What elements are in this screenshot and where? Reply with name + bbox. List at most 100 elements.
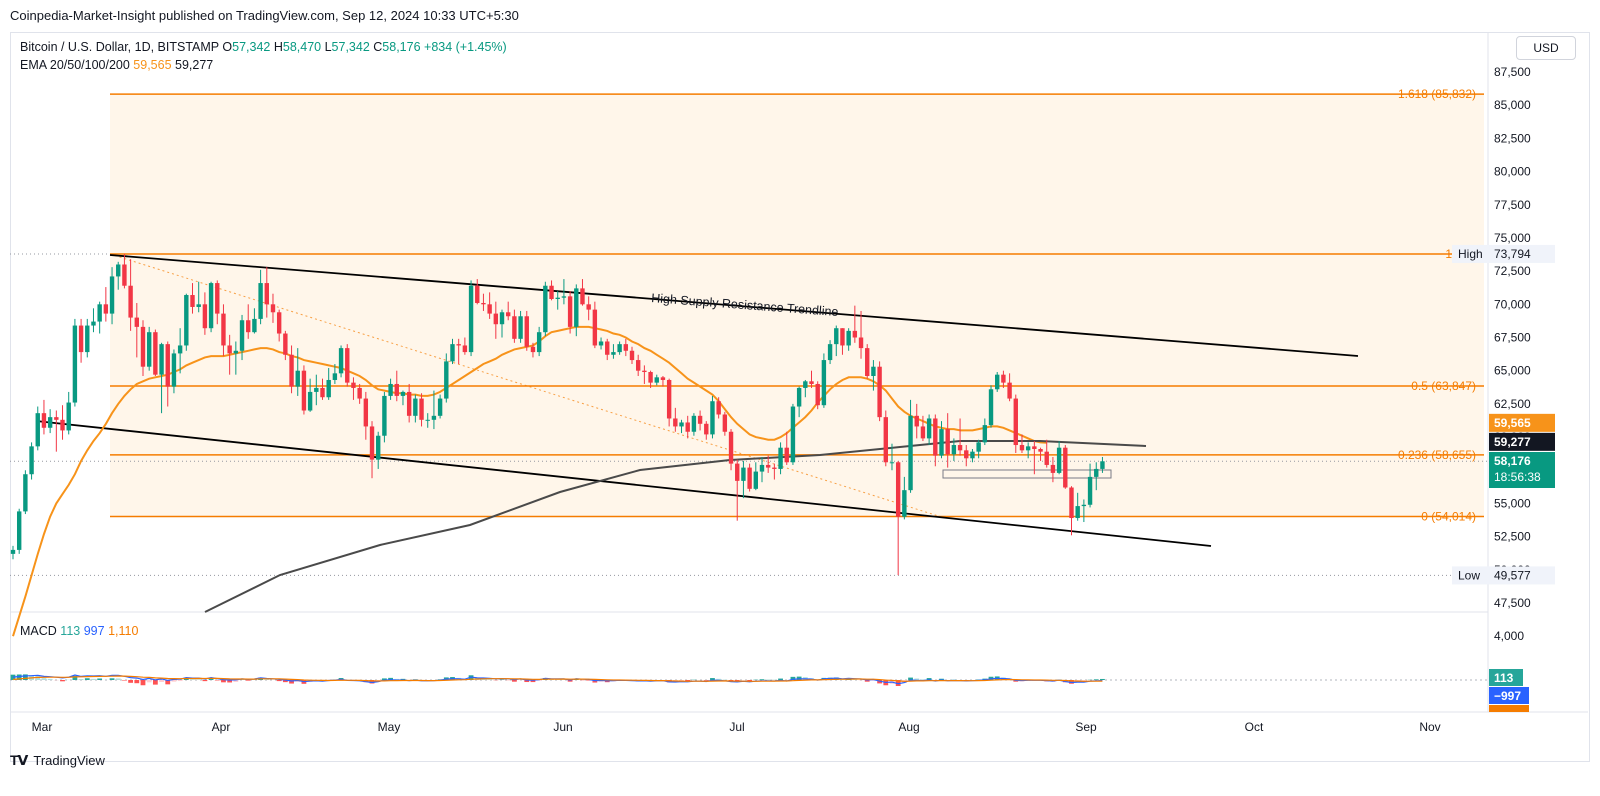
candle-body [679,422,684,427]
macd-histogram-bar [41,678,47,680]
candle-body [196,304,201,307]
candle-body [623,344,629,351]
candle-body [177,345,183,354]
close-label: C [373,40,383,54]
candle-body [561,296,567,298]
candle-body [419,398,424,420]
macd-histogram-bar [759,679,765,680]
ema-legend[interactable]: EMA 20/50/100/200 59,565 59,277 [20,58,213,72]
candle-body [704,423,709,435]
macd-histogram-bar [586,680,592,681]
candle-body [778,447,783,469]
candle-body [1050,464,1056,473]
low-tag-label: Low [1458,568,1480,582]
candle-body [153,332,158,375]
low-tag-box [1452,566,1555,585]
ema-fast-price-tag: 59,565 [1494,416,1531,430]
macd-histogram-bar [10,674,16,680]
candle-body [233,350,239,354]
candle-body [660,377,666,380]
signal-tag: −997 [1494,689,1521,703]
candle-body [834,328,839,345]
candle-body [524,316,529,347]
x-month-label: Sep [1075,720,1097,734]
candle-body [722,414,728,432]
macd-histogram-bar [511,680,517,682]
candle-body [982,425,988,443]
macd-histogram-bar [939,678,944,680]
candle-body [852,330,858,338]
candle-body [506,312,511,317]
x-month-label: Nov [1419,720,1440,734]
candle-body [239,320,245,351]
candle-body [858,337,864,349]
candle-body [543,285,548,333]
candle-body [276,312,282,334]
candle-body [895,462,901,517]
candle-body [252,318,257,333]
y-tick-label: 62,500 [1494,397,1531,411]
macd-histogram-bar [78,679,84,680]
candle-body [109,276,115,314]
candle-body [865,348,870,376]
last-price-box [1489,452,1555,488]
candle-body [747,467,752,489]
candle-body [54,417,59,420]
candle-body [388,383,393,396]
y-tick-label: 67,500 [1494,331,1531,345]
candle-body [803,381,808,388]
macd-histogram-bar [685,680,691,682]
candle-body [871,366,876,376]
trendline-layer [35,254,1359,547]
footer: T𝗩 TradingView [10,752,105,769]
macd-histogram-bar [524,680,530,683]
high-value: 58,470 [282,40,322,54]
candle-body [933,418,938,456]
macd-histogram-bar [765,679,771,680]
publisher-line: Coinpedia-Market-Insight published on Tr… [10,8,519,23]
candle-body [1038,449,1043,452]
candle-body [567,296,573,327]
candle-body [35,413,40,447]
candle-body [270,304,276,313]
range-box [942,469,1112,479]
macd-histogram-bar [778,678,783,680]
grid-layer [10,32,1588,713]
macd-histogram-bar [908,677,913,680]
candle-body [128,285,133,318]
candle-body [827,344,833,361]
y-tick-label: 70,000 [1494,297,1531,311]
candle-body [1007,382,1012,399]
candle-body [995,374,1000,390]
candle-body [171,353,177,387]
macd-histogram-bar [196,679,202,680]
background-layer [110,94,1484,517]
ema-fast-value: 59,565 [133,58,172,72]
candle-body [846,330,851,346]
macd-histogram-bar [852,679,858,680]
candle-body [988,389,994,426]
currency-button[interactable]: USD [1516,36,1576,60]
candle-body [555,297,560,300]
macd-histogram-bar [394,678,400,680]
macd-histogram-bar [1069,680,1074,684]
open-label: O [222,40,233,54]
candle-body [97,304,102,322]
candle-body [462,345,468,353]
macd-legend[interactable]: MACD 113 997 1,110 [20,624,138,638]
candle-body [685,422,690,432]
candle-body [716,401,721,415]
macd-histogram-bar [22,674,28,680]
candle-body [518,316,523,339]
candle-body [437,398,443,416]
candle-body [351,382,356,388]
candle-body [735,463,740,481]
candle-body [499,312,505,325]
macd-histogram-bar [190,679,195,680]
y-tick-label: 52,500 [1494,530,1531,544]
candle-body [264,283,269,305]
macd-histogram-bar [895,680,901,686]
macd-histogram-bar [388,677,393,680]
candle-body [450,344,455,362]
